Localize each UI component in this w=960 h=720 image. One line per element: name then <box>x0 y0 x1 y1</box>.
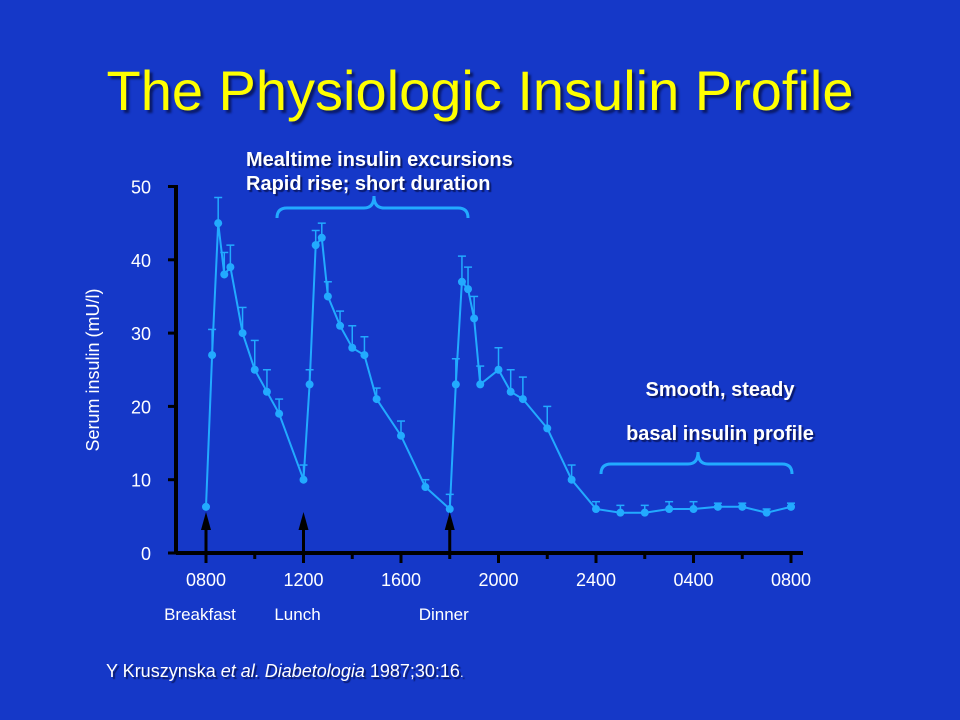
data-point <box>640 508 649 517</box>
data-point <box>421 483 430 492</box>
citation-etal: et al. <box>220 661 260 681</box>
meal-arrow-head <box>444 512 455 530</box>
mealtime-note-line2: Rapid rise; short duration <box>246 173 491 195</box>
meal-label: Lunch <box>274 605 320 624</box>
y-axis-title: Serum insulin (mU/l) <box>83 288 103 451</box>
meal-label: Dinner <box>419 605 469 624</box>
data-point <box>275 409 284 418</box>
data-point <box>262 387 271 396</box>
y-tick-label: 40 <box>131 251 151 271</box>
basal-brace <box>599 451 794 475</box>
data-point <box>543 424 552 433</box>
data-point <box>762 508 771 517</box>
data-point <box>592 505 600 514</box>
x-tick-label: 2400 <box>576 570 616 590</box>
series-line <box>205 222 792 514</box>
meal-arrow-head <box>201 512 211 530</box>
data-point <box>445 505 454 514</box>
data-point <box>311 241 320 250</box>
citation: Y Kruszynska et al. Diabetologia 1987;30… <box>106 661 464 682</box>
x-tick-label: 1600 <box>381 570 421 590</box>
data-point <box>506 387 515 396</box>
y-tick-label: 10 <box>131 471 151 491</box>
data-point <box>202 502 210 511</box>
citation-journal: Diabetologia <box>264 661 365 681</box>
x-tick-label: 1200 <box>283 570 323 590</box>
data-point <box>336 321 345 330</box>
data-point <box>494 365 503 374</box>
data-point <box>464 285 473 294</box>
data-point <box>787 502 795 511</box>
data-point <box>360 351 369 360</box>
data-point <box>372 395 381 404</box>
data-point <box>214 219 223 228</box>
y-tick-label: 30 <box>131 324 151 344</box>
data-point <box>208 351 217 360</box>
citation-period: . <box>459 665 464 680</box>
data-point <box>470 314 479 323</box>
basal-note-line1: Smooth, steady <box>645 379 795 401</box>
data-point <box>299 475 308 484</box>
slide-title: The Physiologic Insulin Profile <box>106 59 854 122</box>
data-point <box>567 475 576 484</box>
y-tick-label: 0 <box>141 544 151 564</box>
data-point <box>323 292 332 301</box>
data-point <box>457 277 466 286</box>
citation-author: Y Kruszynska <box>106 661 221 681</box>
data-point <box>238 329 247 338</box>
basal-note: Smooth, steady basal insulin profile <box>600 368 840 456</box>
y-tick-label: 20 <box>131 397 151 417</box>
y-tick-label: 50 <box>131 178 151 198</box>
citation-ref: 1987;30:16 <box>364 661 460 681</box>
mealtime-note-line1: Mealtime insulin excursions <box>246 149 513 171</box>
mealtime-note: Mealtime insulin excursions Rapid rise; … <box>246 148 513 196</box>
data-point <box>226 263 235 272</box>
data-point <box>518 395 527 404</box>
meal-label: Breakfast <box>164 605 236 624</box>
data-point <box>738 502 747 511</box>
x-tick-label: 0400 <box>673 570 713 590</box>
data-point <box>665 505 674 514</box>
data-point <box>689 505 698 514</box>
x-tick-label: 2000 <box>478 570 518 590</box>
data-point <box>451 380 460 389</box>
data-point <box>220 270 229 279</box>
data-point <box>397 431 405 440</box>
mealtime-brace <box>275 195 470 219</box>
data-point <box>317 233 326 242</box>
data-point <box>250 365 259 374</box>
x-tick-label: 0800 <box>186 570 226 590</box>
data-point <box>713 502 722 511</box>
meal-arrow-head <box>298 512 309 530</box>
basal-note-line2: basal insulin profile <box>626 423 814 445</box>
data-point <box>616 508 625 517</box>
data-point <box>305 380 314 389</box>
data-point <box>348 343 357 352</box>
x-tick-label: 0800 <box>771 570 811 590</box>
data-point <box>476 380 485 389</box>
